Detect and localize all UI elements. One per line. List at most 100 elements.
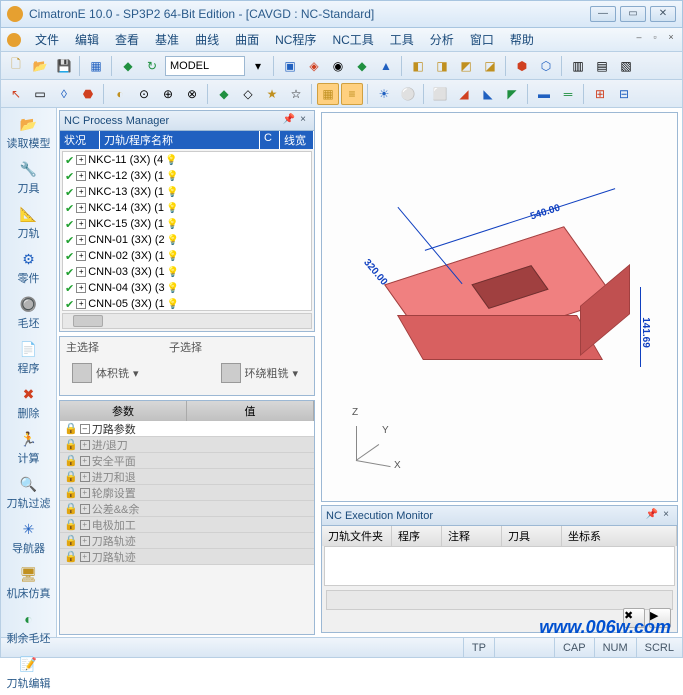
process-row[interactable]: ✔+NKC-12 (3X) (1 💡	[63, 168, 311, 184]
param-row[interactable]: 🔒+刀路轨迹	[60, 549, 314, 565]
close-button[interactable]: ✕	[650, 6, 676, 22]
tb2-k[interactable]: ▦	[317, 83, 339, 105]
tb-icon-n[interactable]: ▧	[615, 55, 637, 77]
dropdown-icon[interactable]: ▾	[247, 55, 269, 77]
execmon-table-body[interactable]	[324, 546, 675, 586]
layer-combo[interactable]: MODEL	[165, 56, 245, 76]
new-icon[interactable]: 🗋	[5, 55, 27, 77]
vtool-1[interactable]: 🔧刀具	[3, 157, 55, 200]
tb2-p[interactable]: ◢	[453, 83, 475, 105]
menu-view[interactable]: 查看	[107, 31, 147, 48]
tb2-e[interactable]: ⊕	[157, 83, 179, 105]
sub-select-option[interactable]: 环绕粗铣▾	[215, 359, 305, 387]
param-row[interactable]: 🔒+进/退刀	[60, 437, 314, 453]
expand-icon[interactable]: +	[80, 504, 90, 514]
tb2-i[interactable]: ★	[261, 83, 283, 105]
expand-icon[interactable]: +	[76, 171, 86, 181]
mdi-minimize[interactable]: –	[632, 32, 646, 44]
expand-icon[interactable]: +	[80, 456, 90, 466]
param-row[interactable]: 🔒+公差&&余	[60, 501, 314, 517]
tb-icon-b[interactable]: ◈	[303, 55, 325, 77]
grid-icon[interactable]: ▦	[85, 55, 107, 77]
tb2-d[interactable]: ⊙	[133, 83, 155, 105]
tb-icon-c[interactable]: ◉	[327, 55, 349, 77]
vtool-2[interactable]: 📐刀轨	[3, 202, 55, 245]
tb2-n[interactable]: ⚪	[397, 83, 419, 105]
expand-icon[interactable]: +	[80, 472, 90, 482]
process-row[interactable]: ✔+NKC-13 (3X) (1 💡	[63, 184, 311, 200]
tb2-f[interactable]: ⊗	[181, 83, 203, 105]
tb2-v[interactable]: ⊟	[613, 83, 635, 105]
panel-close-icon[interactable]: ×	[296, 114, 310, 128]
process-row[interactable]: ✔+NKC-15 (3X) (1 💡	[63, 216, 311, 232]
vtool-8[interactable]: 🔍刀轨过滤	[3, 472, 55, 515]
tb2-m[interactable]: ☀	[373, 83, 395, 105]
menu-tools[interactable]: 工具	[382, 31, 422, 48]
tb2-u[interactable]: ⊞	[589, 83, 611, 105]
vtool-7[interactable]: 🏃计算	[3, 427, 55, 470]
process-row[interactable]: ✔+CNN-05 (3X) (1 💡	[63, 296, 311, 311]
expand-icon[interactable]: +	[80, 552, 90, 562]
tb2-l[interactable]: ≡	[341, 83, 363, 105]
menu-ncprog[interactable]: NC程序	[267, 31, 324, 48]
maximize-button[interactable]: ▭	[620, 6, 646, 22]
tb2-b[interactable]: ⬣	[77, 83, 99, 105]
param-row[interactable]: 🔒+安全平面	[60, 453, 314, 469]
pin-icon[interactable]: 📌	[282, 114, 296, 128]
tb2-g[interactable]: ◆	[213, 83, 235, 105]
param-row[interactable]: 🔒+轮廓设置	[60, 485, 314, 501]
tb-icon-l[interactable]: ▥	[567, 55, 589, 77]
param-row[interactable]: 🔒+刀路轨迹	[60, 533, 314, 549]
process-row[interactable]: ✔+CNN-01 (3X) (2 💡	[63, 232, 311, 248]
menu-nctool[interactable]: NC工具	[324, 31, 381, 48]
menu-curve[interactable]: 曲线	[187, 31, 227, 48]
param-tree[interactable]: 🔒–刀路参数🔒+进/退刀🔒+安全平面🔒+进刀和退🔒+轮廓设置🔒+公差&&余🔒+电…	[60, 421, 314, 565]
tb2-r[interactable]: ◤	[501, 83, 523, 105]
expand-icon[interactable]: +	[80, 536, 90, 546]
tb2-c[interactable]: ◐	[109, 83, 131, 105]
menu-datum[interactable]: 基准	[147, 31, 187, 48]
vtool-10[interactable]: 🖥机床仿真	[3, 562, 55, 605]
open-icon[interactable]: 📂	[29, 55, 51, 77]
h-scrollbar[interactable]	[62, 313, 312, 329]
tb-icon-j[interactable]: ⬢	[511, 55, 533, 77]
menu-edit[interactable]: 编辑	[67, 31, 107, 48]
process-row[interactable]: ✔+NKC-11 (3X) (4 💡	[63, 152, 311, 168]
main-select-option[interactable]: 体积铣▾	[66, 359, 145, 387]
menu-help[interactable]: 帮助	[502, 31, 542, 48]
tb-icon-h[interactable]: ◩	[455, 55, 477, 77]
tb2-t[interactable]: ═	[557, 83, 579, 105]
menu-analyze[interactable]: 分析	[422, 31, 462, 48]
vtool-5[interactable]: 📄程序	[3, 337, 55, 380]
expand-icon[interactable]: +	[76, 283, 86, 293]
tb-icon-a[interactable]: ▣	[279, 55, 301, 77]
vtool-0[interactable]: 📂读取模型	[3, 112, 55, 155]
tb2-s[interactable]: ▬	[533, 83, 555, 105]
expand-icon[interactable]: +	[76, 203, 86, 213]
3d-viewport[interactable]: 540.00 320.00 141.69 Z X Y	[321, 112, 678, 502]
tb-icon-i[interactable]: ◪	[479, 55, 501, 77]
expand-icon[interactable]: +	[80, 488, 90, 498]
expand-icon[interactable]: +	[76, 299, 86, 309]
expand-icon[interactable]: +	[80, 520, 90, 530]
vtool-6[interactable]: ✖删除	[3, 382, 55, 425]
param-row[interactable]: 🔒–刀路参数	[60, 421, 314, 437]
process-row[interactable]: ✔+CNN-03 (3X) (1 💡	[63, 264, 311, 280]
execmon-close-icon[interactable]: ×	[659, 509, 673, 523]
tb-icon-m[interactable]: ▤	[591, 55, 613, 77]
param-row[interactable]: 🔒+进刀和退	[60, 469, 314, 485]
process-row[interactable]: ✔+CNN-04 (3X) (3 💡	[63, 280, 311, 296]
process-row[interactable]: ✔+NKC-14 (3X) (1 💡	[63, 200, 311, 216]
vtool-9[interactable]: ✳导航器	[3, 517, 55, 560]
expand-icon[interactable]: +	[76, 251, 86, 261]
expand-icon[interactable]: +	[80, 440, 90, 450]
tb2-o[interactable]: ⬜	[429, 83, 451, 105]
mdi-restore[interactable]: ▫	[648, 32, 662, 44]
tb-icon-k[interactable]: ⬡	[535, 55, 557, 77]
expand-icon[interactable]: –	[80, 424, 90, 434]
execmon-slider[interactable]	[326, 590, 673, 610]
save-icon[interactable]: 💾	[53, 55, 75, 77]
cursor-icon[interactable]: ↖	[5, 83, 27, 105]
process-row[interactable]: ✔+CNN-02 (3X) (1 💡	[63, 248, 311, 264]
menu-window[interactable]: 窗口	[462, 31, 502, 48]
